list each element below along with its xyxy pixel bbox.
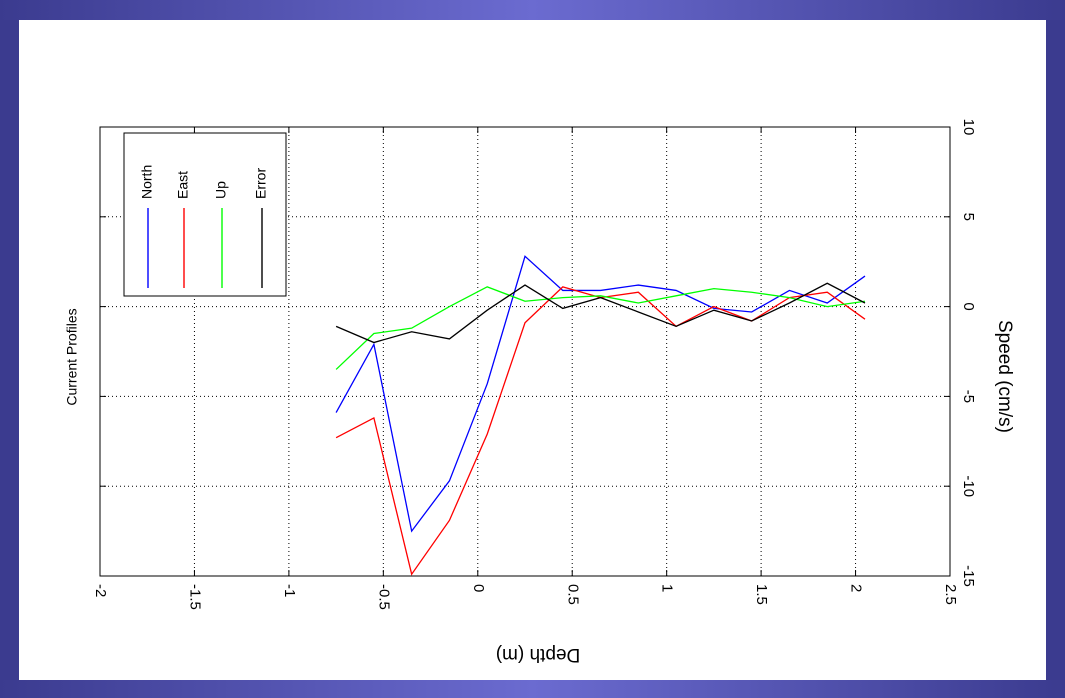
legend-label-north: North xyxy=(139,165,155,199)
frame-left-border xyxy=(0,20,19,680)
y-tick-label: -10 xyxy=(960,475,977,497)
y-axis-label: Speed (cm/s) xyxy=(994,320,1015,433)
x-tick-label: -1 xyxy=(281,584,298,597)
x-tick-label: 2.5 xyxy=(942,584,959,605)
x-tick-label: -0.5 xyxy=(375,584,392,610)
x-axis-label: Depth (m) xyxy=(496,644,580,665)
x-tick-label: 0 xyxy=(470,584,487,592)
x-tick-label: -1.5 xyxy=(186,584,203,610)
legend-label-up: Up xyxy=(213,181,229,199)
series-line-error xyxy=(335,282,866,344)
axes-box xyxy=(99,126,951,577)
legend-label-error: Error xyxy=(253,168,269,199)
frame-right-border xyxy=(1046,20,1065,680)
series-line-north xyxy=(335,255,866,533)
chart-title: Current Profiles xyxy=(64,308,80,405)
x-tick-label: 2 xyxy=(848,584,865,592)
legend-box xyxy=(123,132,287,297)
series-line-up xyxy=(335,286,866,370)
y-tick-label: -15 xyxy=(960,565,977,587)
x-tick-label: 1 xyxy=(659,584,676,592)
current-profiles-chart: -2 -1.5 -1 -0.5 0 0.5 1 1.5 2 2.5-15 -10 -5 0 5 10 Dept… xyxy=(64,119,1015,665)
x-tick-label: 1.5 xyxy=(753,584,770,605)
legend-label-east: East xyxy=(175,171,191,199)
y-tick-label: 5 xyxy=(960,213,977,221)
y-tick-label: 10 xyxy=(960,119,977,136)
y-tick-label: -5 xyxy=(960,390,977,403)
x-tick-label: -2 xyxy=(92,584,109,597)
frame-top-border xyxy=(0,0,1065,20)
y-tick-label: 0 xyxy=(960,302,977,310)
x-tick-label: 0.5 xyxy=(564,584,581,605)
frame-bottom-border xyxy=(0,680,1065,698)
